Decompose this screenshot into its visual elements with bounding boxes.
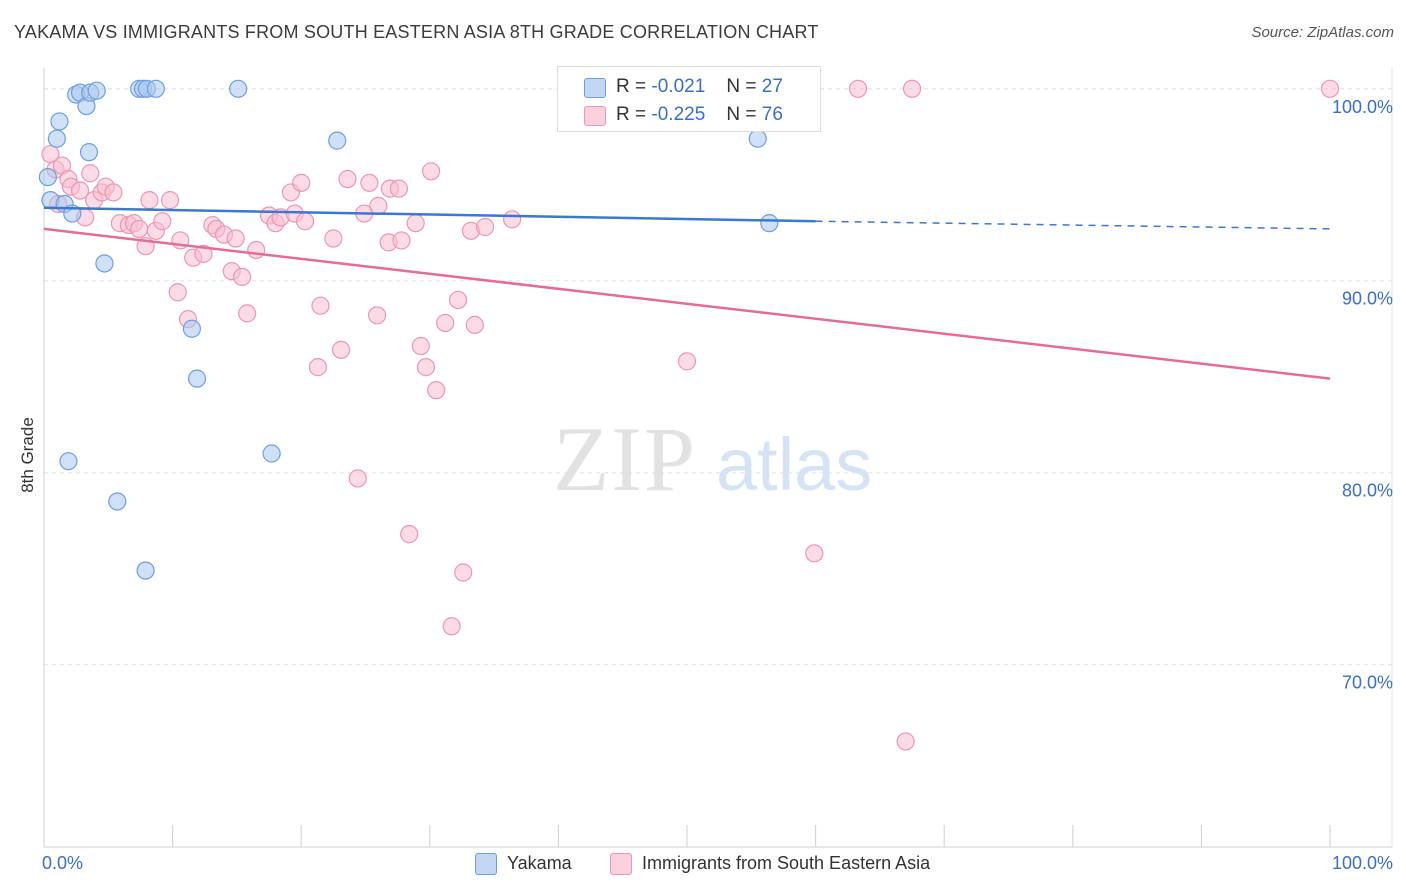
sea-point	[369, 196, 388, 215]
sea-point	[324, 229, 343, 248]
sea-point	[848, 79, 868, 98]
yakama-point	[47, 129, 66, 148]
sea-point	[247, 240, 266, 260]
sea-point	[140, 191, 159, 210]
legend-n-value: 27	[761, 76, 783, 97]
series-sea-points	[41, 79, 1340, 751]
yakama-point	[328, 131, 347, 150]
sea-point	[194, 244, 213, 263]
yakama-point	[748, 129, 767, 148]
yakama-point	[262, 444, 281, 463]
legend-r-label: R =	[616, 76, 647, 97]
bottom-legend-label-sea: Immigrants from South Eastern Asia	[642, 853, 931, 873]
sea-point	[475, 217, 495, 237]
sea-point	[70, 181, 90, 200]
yakama-point	[95, 254, 114, 273]
yakama-point	[59, 452, 78, 471]
legend-r-value: -0.021	[651, 76, 706, 97]
sea-point	[805, 544, 824, 563]
sea-point	[331, 340, 351, 359]
legend-r-label: R =	[616, 104, 647, 125]
yakama-point	[229, 79, 248, 98]
sea-point	[292, 173, 311, 192]
x-tick-label: 100.0%	[1332, 853, 1393, 873]
yakama-point	[182, 319, 201, 338]
sea-point	[311, 296, 330, 315]
legend-n-label: N =	[726, 104, 757, 125]
sea-point	[503, 210, 522, 229]
sea-point	[427, 381, 446, 400]
sea-point	[400, 525, 419, 544]
legend-swatch-yakama	[584, 78, 606, 98]
sea-point	[232, 267, 252, 287]
source-label: Source: ZipAtlas.com	[1251, 24, 1394, 41]
yakama-trend-line	[43, 206, 816, 223]
legend-n-value: 76	[761, 104, 783, 125]
sea-point	[392, 231, 411, 250]
sea-point	[442, 617, 461, 636]
sea-point	[1320, 79, 1340, 98]
sea-point	[238, 304, 257, 323]
sea-point	[226, 229, 245, 248]
tick-labels: 70.0% 80.0% 90.0% 100.0% 0.0% 100.0%	[42, 97, 1393, 873]
sea-point	[411, 336, 430, 356]
chart-title: YAKAMA VS IMMIGRANTS FROM SOUTH EASTERN …	[14, 22, 819, 42]
sea-point	[454, 563, 473, 582]
y-tick-label: 80.0%	[1342, 481, 1393, 501]
sea-point	[421, 162, 441, 181]
sea-point	[338, 169, 357, 189]
legend-n-label: N =	[726, 76, 757, 97]
sea-point	[295, 212, 315, 231]
yakama-point	[187, 369, 207, 388]
bottom-legend-label-yakama: Yakama	[507, 853, 572, 873]
sea-point	[448, 290, 468, 310]
axes	[43, 68, 1393, 848]
watermark: ZIP atlas	[553, 408, 872, 510]
yakama-trend-extension	[815, 220, 1331, 230]
sea-point	[389, 179, 409, 198]
sea-point	[308, 358, 328, 377]
sea-point	[104, 183, 123, 202]
sea-point	[168, 283, 187, 302]
watermark-atlas: atlas	[716, 423, 872, 506]
yakama-point	[79, 143, 99, 162]
sea-point	[153, 212, 172, 231]
grid-lines	[44, 88, 1392, 666]
stats-legend: R = -0.021 N = 27 R = -0.225 N = 76	[557, 66, 821, 132]
yakama-point	[136, 561, 155, 580]
yakama-point	[38, 167, 57, 187]
sea-point	[406, 214, 425, 233]
watermark-zip: ZIP	[553, 408, 697, 510]
yakama-point	[760, 214, 779, 233]
y-tick-label: 70.0%	[1342, 673, 1393, 693]
yakama-point	[50, 112, 69, 131]
sea-point	[902, 79, 922, 98]
sea-point	[896, 732, 915, 751]
x-tick-label: 0.0%	[42, 853, 83, 873]
sea-point	[360, 173, 379, 192]
trend-lines	[43, 206, 1331, 380]
series-yakama-points	[38, 79, 779, 580]
sea-point	[465, 315, 484, 334]
sea-point	[81, 164, 100, 183]
legend-swatch-sea	[584, 106, 606, 126]
sea-point	[348, 469, 367, 488]
sea-point	[130, 219, 149, 239]
sea-trend-line	[43, 227, 1331, 380]
bottom-legend-swatch-sea	[610, 853, 632, 875]
y-tick-label: 100.0%	[1332, 97, 1393, 117]
yakama-point	[146, 79, 165, 98]
sea-point	[436, 313, 455, 333]
legend-r-value: -0.225	[651, 104, 706, 125]
sea-point	[416, 358, 436, 377]
yakama-point	[87, 81, 106, 100]
sea-point	[367, 306, 387, 325]
bottom-legend-swatch-yakama	[475, 853, 497, 875]
sea-point	[160, 191, 180, 210]
yakama-point	[108, 492, 127, 511]
sea-point	[677, 352, 697, 371]
y-tick-label: 90.0%	[1342, 289, 1393, 309]
